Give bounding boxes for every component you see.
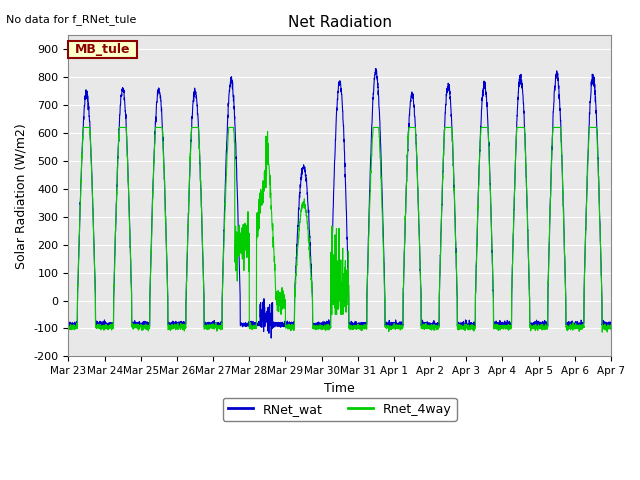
Line: Rnet_4way: Rnet_4way: [68, 128, 611, 332]
RNet_wat: [372, 66, 380, 72]
RNet_wat: [607, 323, 615, 329]
RNet_wat: [556, 101, 564, 107]
Rnet_4way: [393, 324, 401, 329]
RNet_wat: [268, 335, 275, 341]
RNet_wat: [607, 319, 614, 325]
X-axis label: Time: Time: [324, 382, 355, 395]
RNet_wat: [403, 183, 410, 189]
Rnet_4way: [598, 329, 606, 335]
Rnet_4way: [79, 125, 87, 131]
FancyBboxPatch shape: [68, 41, 137, 58]
Rnet_4way: [403, 192, 410, 198]
RNet_wat: [216, 324, 224, 329]
Rnet_4way: [607, 326, 614, 332]
RNet_wat: [181, 319, 189, 325]
Rnet_4way: [607, 326, 615, 332]
Text: MB_tule: MB_tule: [75, 43, 131, 56]
Text: No data for f_RNet_tule: No data for f_RNet_tule: [6, 14, 137, 25]
Rnet_4way: [181, 324, 189, 329]
Title: Net Radiation: Net Radiation: [288, 15, 392, 30]
Rnet_4way: [65, 324, 72, 330]
Legend: RNet_wat, Rnet_4way: RNet_wat, Rnet_4way: [223, 398, 456, 420]
RNet_wat: [393, 321, 401, 326]
RNet_wat: [65, 321, 72, 326]
Y-axis label: Solar Radiation (W/m2): Solar Radiation (W/m2): [15, 123, 28, 269]
Line: RNet_wat: RNet_wat: [68, 69, 611, 338]
Rnet_4way: [216, 325, 224, 331]
Rnet_4way: [556, 125, 563, 131]
